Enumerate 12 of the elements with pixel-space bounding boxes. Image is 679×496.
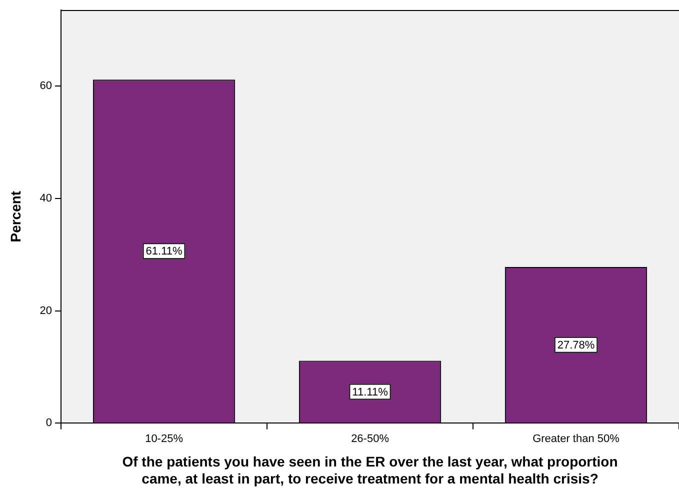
y-axis-title: Percent (7, 190, 24, 242)
y-tick-label: 20 (40, 304, 52, 317)
y-tick-label: 40 (40, 192, 52, 204)
data-label: 11.11% (352, 386, 388, 398)
data-label: 27.78% (557, 339, 595, 352)
y-tick-label: 0 (46, 417, 52, 430)
x-tick-label: Greater than 50% (532, 432, 620, 445)
x-tick-label: 26-50% (351, 432, 390, 445)
data-label: 61.11% (146, 246, 182, 258)
x-tick-label: 10-25% (145, 432, 184, 445)
y-tick-label: 60 (40, 80, 52, 92)
x-axis-title: Of the patients you have seen in the ER over the last year, what proportion came, at least in part, to receive treatment for a mental health crisis? (122, 454, 618, 486)
